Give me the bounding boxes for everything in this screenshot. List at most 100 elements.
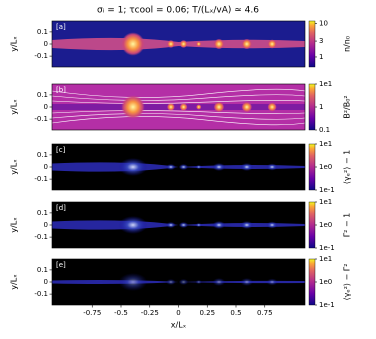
y-tick-label: -0.1 (34, 52, 48, 60)
x-tick-label: 0 (176, 309, 180, 317)
field-line (52, 88, 305, 98)
heatmap-image (52, 21, 305, 67)
plasmoid (179, 40, 188, 48)
plasmoid (178, 279, 189, 285)
panel-label: [e] (56, 261, 66, 269)
panel-label: [d] (56, 204, 66, 212)
y-axis-label: y/Lₓ (10, 159, 19, 175)
heatmap-image (52, 144, 305, 190)
colorbar-tick-label: 1e0 (319, 163, 332, 171)
plasmoid (212, 221, 226, 229)
x-tick-label: -0.25 (141, 309, 159, 317)
sheet (52, 37, 305, 51)
y-axis-label: y/Lₓ (10, 274, 19, 290)
plasmoid (241, 101, 253, 113)
plasmoid (266, 163, 278, 171)
colorbar-tick-label: 1 (319, 103, 323, 111)
colorbar-tick-label: 1e0 (319, 221, 332, 229)
plasmoid (166, 222, 176, 228)
plasmoid (212, 278, 226, 286)
y-tick-label: -0.1 (34, 175, 48, 183)
y-tick-label: 0.1 (37, 151, 48, 159)
plasmoid (166, 279, 176, 285)
colorbar (308, 83, 316, 131)
heatmap-image (52, 259, 305, 305)
plasmoid (195, 280, 202, 284)
panel: [e] 0.1 0 -0.1 y/Lₓ -0.75 -0.5 -0.25 0 0.25 0.5 0.7… (10, 255, 352, 330)
plasmoid (213, 38, 225, 50)
plasmoid (167, 40, 175, 48)
colorbar-tick-label: 1 (319, 53, 323, 61)
y-tick-label: 0 (44, 103, 48, 111)
colorbar (308, 201, 316, 249)
plasmoid (213, 101, 225, 113)
y-tick-label: 0.1 (37, 28, 48, 36)
y-tick-label: -0.1 (34, 233, 48, 241)
colorbar (308, 258, 316, 306)
panel-label: [a] (56, 23, 66, 31)
y-tick-label: -0.1 (34, 290, 48, 298)
chart-title: σᵢ = 1; τcool = 0.06; T/(Lₓ/vA) ≃ 4.6 (97, 6, 259, 16)
y-tick-label: 0.1 (37, 91, 48, 99)
y-tick-label: 0.1 (37, 209, 48, 217)
x-tick-label: -0.75 (83, 309, 101, 317)
plasmoid (196, 104, 202, 110)
colorbar-tick-label: 1e-1 (319, 244, 335, 252)
colorbar-label: n/n₀ (343, 36, 352, 52)
colorbar-tick-label: 1e1 (319, 198, 332, 206)
plasmoid (196, 41, 202, 47)
panel: [c] 0.1 0 -0.1 y/Lₓ 1e1 1e0 1e-1 ⟨γₑ²⟩ − 1 (10, 140, 352, 194)
plasmoid (266, 278, 278, 286)
plasmoid (240, 163, 254, 171)
plasmoid (118, 158, 148, 176)
colorbar-label: B²/B₀² (343, 95, 352, 118)
field-line (52, 94, 305, 101)
panel: [d] 0.1 0 -0.1 y/Lₓ 1e1 1e0 1e-1 Γ² − 1 (10, 198, 352, 252)
y-tick-label: 0 (44, 40, 48, 48)
colorbar (308, 143, 316, 191)
sheet (52, 104, 305, 110)
y-tick-label: 0 (44, 221, 48, 229)
plasmoid (267, 39, 277, 49)
y-tick-label: 0 (44, 163, 48, 171)
field-line (52, 116, 305, 126)
colorbar-tick-label: 1e1 (319, 140, 332, 148)
colorbar-label: ⟨γₑ²⟩ − 1 (343, 150, 352, 184)
y-axis-label: y/Lₓ (10, 36, 19, 52)
y-axis-label: y/Lₓ (10, 217, 19, 233)
panel: [a] 0.1 0 -0.1 y/Lₓ 10 3 1 n/n₀ (10, 20, 352, 68)
colorbar-tick-label: 1e-1 (319, 186, 335, 194)
sheet (52, 220, 305, 230)
plasmoid (241, 38, 253, 50)
colorbar-tick-label: 10 (319, 20, 328, 28)
colorbar-tick-label: 0.1 (319, 126, 330, 134)
colorbar-tick-label: 3 (319, 37, 323, 45)
heatmap-image (52, 84, 305, 130)
plasmoid (212, 163, 226, 171)
x-tick-label: 0.25 (199, 309, 215, 317)
field-line (52, 100, 305, 104)
plasmoid (178, 164, 189, 170)
colorbar-tick-label: 1e1 (319, 80, 332, 88)
colorbar-tick-label: 1e-1 (319, 301, 335, 309)
plasmoid (267, 102, 277, 112)
x-axis-label: x/Lₓ (171, 321, 187, 330)
y-tick-label: -0.1 (34, 115, 48, 123)
plasmoid (121, 95, 145, 119)
plasmoid (266, 221, 278, 229)
plasmoid (195, 223, 202, 227)
plasmoid (166, 164, 176, 170)
plasmoid (240, 278, 254, 286)
colorbar-label: Γ² − 1 (343, 213, 352, 238)
heatmap-image (52, 202, 305, 248)
field-line (52, 113, 305, 120)
colorbar-tick-label: 1e0 (319, 278, 332, 286)
colorbar-label: ⟨γₑ²⟩ − Γ² (343, 264, 352, 301)
plasmoid (179, 103, 188, 111)
plasmoid (178, 222, 189, 228)
colorbar-tick-label: 1e1 (319, 255, 332, 263)
plasmoid (195, 165, 202, 169)
plasmoid (118, 216, 148, 234)
y-tick-label: 0 (44, 278, 48, 286)
